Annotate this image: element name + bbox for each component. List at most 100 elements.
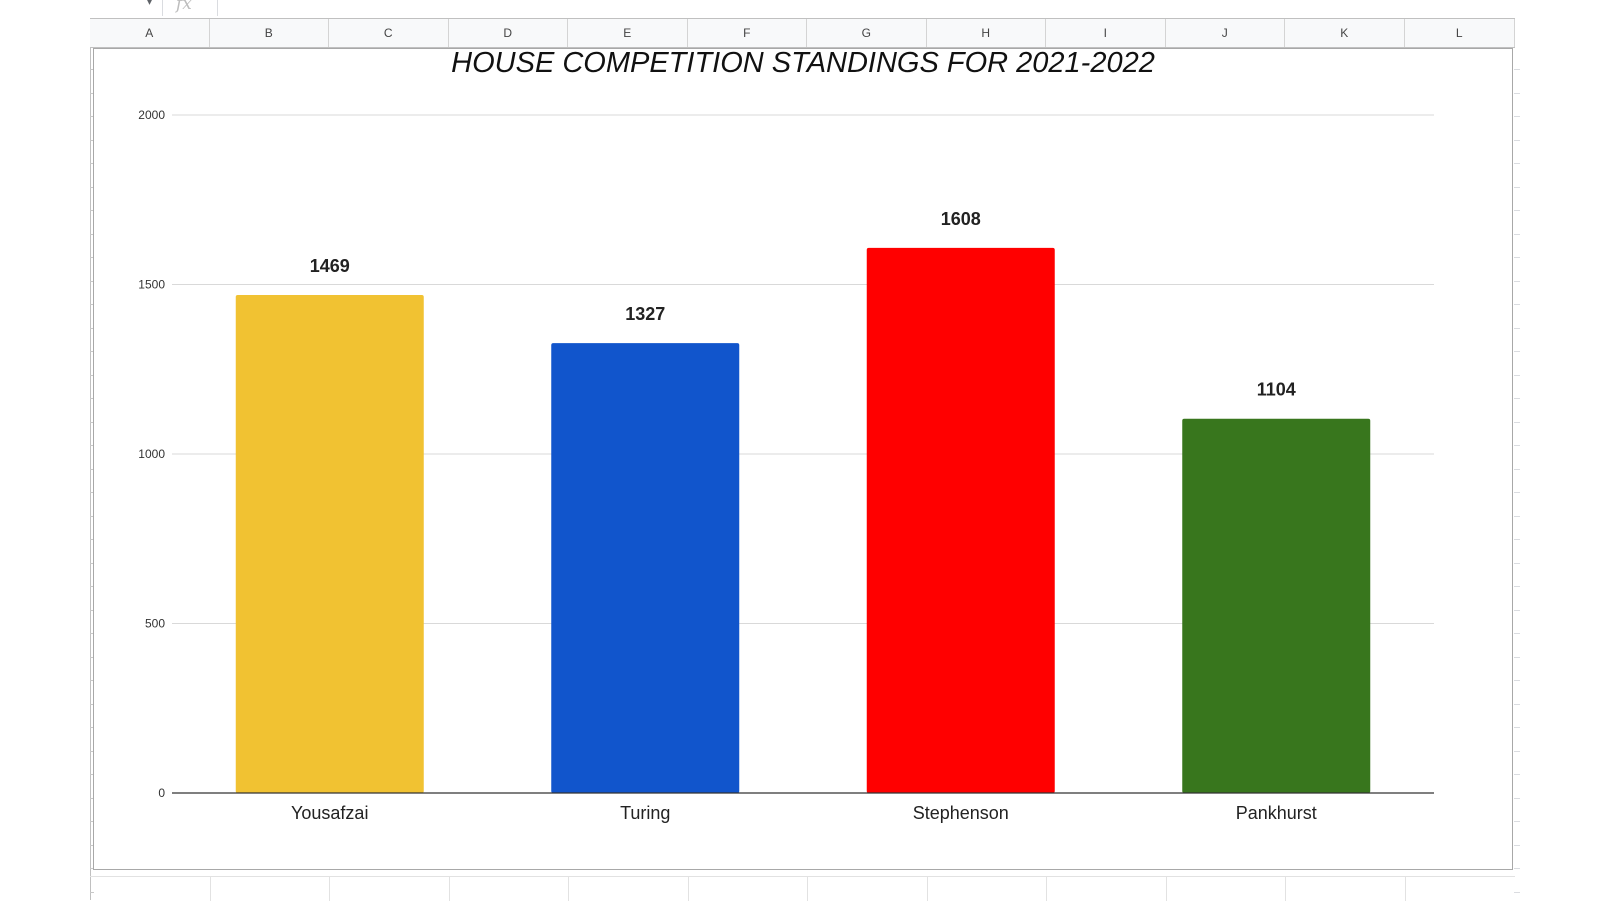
row-divider bbox=[90, 468, 94, 470]
row-divider bbox=[1514, 633, 1520, 634]
row-divider bbox=[90, 656, 94, 658]
row-divider bbox=[90, 797, 94, 799]
row-divider bbox=[1514, 680, 1520, 681]
cell-divider bbox=[687, 877, 689, 901]
cell-divider bbox=[807, 877, 808, 901]
bar-pankhurst bbox=[1182, 418, 1371, 793]
row-divider bbox=[90, 327, 94, 329]
x-tick-label: Yousafzai bbox=[291, 803, 368, 823]
bar-chart-plot: 0 500 1000 1500 2000 1469 Yousafzai 1327 Turing 1… bbox=[138, 108, 1434, 823]
row-divider bbox=[90, 233, 94, 235]
row-divider bbox=[90, 821, 94, 822]
row-divider bbox=[90, 868, 94, 869]
row-divider bbox=[1514, 186, 1520, 188]
row-divider bbox=[1514, 844, 1520, 846]
row-divider bbox=[90, 257, 94, 258]
row-divider bbox=[1514, 421, 1520, 423]
row-divider bbox=[90, 163, 94, 164]
column-header-j[interactable]: J bbox=[1166, 19, 1285, 47]
bar-stephenson bbox=[866, 247, 1055, 793]
row-divider bbox=[1514, 492, 1520, 493]
row-divider bbox=[90, 421, 94, 423]
column-header-b[interactable]: B bbox=[210, 19, 329, 47]
row-divider bbox=[1514, 139, 1520, 141]
column-header-c[interactable]: C bbox=[329, 19, 449, 47]
data-label: 1608 bbox=[941, 209, 981, 229]
row-divider bbox=[1514, 821, 1520, 822]
y-tick-label: 1000 bbox=[138, 447, 165, 461]
chart-container[interactable]: HOUSE COMPETITION STANDINGS FOR 2021-202… bbox=[93, 47, 1513, 870]
column-header-a[interactable]: A bbox=[90, 19, 210, 47]
cell-divider bbox=[926, 877, 928, 901]
row-divider bbox=[90, 633, 94, 634]
row-divider bbox=[1514, 868, 1520, 869]
row-divider bbox=[1514, 703, 1520, 705]
row-divider bbox=[90, 609, 94, 611]
row-divider bbox=[1514, 257, 1520, 258]
row-divider bbox=[90, 304, 94, 305]
x-tick-label: Turing bbox=[620, 803, 670, 823]
row-divider bbox=[90, 727, 94, 728]
row-divider bbox=[1514, 280, 1520, 282]
row-divider bbox=[1514, 562, 1520, 564]
sheet-left-border bbox=[90, 48, 91, 900]
row-divider bbox=[1514, 92, 1520, 94]
row-divider bbox=[90, 351, 94, 352]
column-header-h[interactable]: H bbox=[927, 19, 1046, 47]
row-divider bbox=[90, 586, 94, 587]
column-header-g[interactable]: G bbox=[807, 19, 927, 47]
cell-divider bbox=[568, 877, 569, 901]
row-divider bbox=[90, 680, 94, 681]
column-header-k[interactable]: K bbox=[1285, 19, 1405, 47]
column-header-f[interactable]: F bbox=[688, 19, 807, 47]
row-divider bbox=[1514, 69, 1520, 70]
row-divider bbox=[1514, 116, 1520, 117]
column-header-e[interactable]: E bbox=[568, 19, 688, 47]
cell-divider bbox=[1285, 877, 1286, 901]
row-divider bbox=[1514, 609, 1520, 611]
row-divider bbox=[1514, 727, 1520, 728]
row-divider bbox=[90, 280, 94, 282]
row-divider bbox=[90, 750, 94, 752]
row-divider bbox=[1514, 891, 1520, 893]
row-divider bbox=[90, 69, 94, 70]
row-divider bbox=[1514, 515, 1520, 517]
cell-divider bbox=[209, 877, 211, 901]
column-header-d[interactable]: D bbox=[449, 19, 568, 47]
y-tick-label: 2000 bbox=[138, 108, 165, 122]
y-tick-label: 0 bbox=[158, 786, 165, 800]
column-header-l[interactable]: L bbox=[1405, 19, 1515, 47]
row-divider bbox=[1514, 374, 1520, 376]
cell-divider bbox=[448, 877, 450, 901]
row-divider bbox=[90, 539, 94, 540]
name-box-dropdown-icon[interactable]: ▾ bbox=[147, 0, 153, 8]
row-divider bbox=[1514, 656, 1520, 658]
row-divider bbox=[90, 844, 94, 846]
bar-yousafzai bbox=[235, 295, 424, 793]
row-divider bbox=[90, 492, 94, 493]
right-cell-ticks bbox=[1514, 48, 1520, 893]
formula-input-divider bbox=[217, 0, 218, 16]
row-header-ticks bbox=[90, 48, 94, 900]
row-divider bbox=[90, 515, 94, 517]
x-tick-label: Pankhurst bbox=[1236, 803, 1317, 823]
row-divider bbox=[1514, 586, 1520, 587]
y-tick-label: 500 bbox=[145, 617, 165, 631]
data-label: 1327 bbox=[625, 304, 665, 324]
row-divider bbox=[1514, 774, 1520, 775]
cell-divider bbox=[329, 877, 330, 901]
row-divider bbox=[90, 186, 94, 188]
row-divider bbox=[1514, 163, 1520, 164]
x-tick-label: Stephenson bbox=[913, 803, 1009, 823]
row-divider bbox=[1514, 797, 1520, 799]
row-divider bbox=[90, 92, 94, 94]
row-divider bbox=[1514, 233, 1520, 235]
data-label: 1469 bbox=[310, 256, 350, 276]
row-divider bbox=[90, 445, 94, 446]
bottom-cell-row bbox=[90, 876, 1515, 901]
column-header-i[interactable]: I bbox=[1046, 19, 1166, 47]
row-divider bbox=[90, 398, 94, 399]
row-divider bbox=[90, 210, 94, 211]
row-divider bbox=[90, 116, 94, 117]
